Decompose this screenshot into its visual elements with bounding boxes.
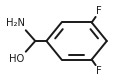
Text: F: F: [95, 5, 101, 15]
Text: H₂N: H₂N: [6, 18, 24, 28]
Text: F: F: [95, 67, 101, 77]
Text: HO: HO: [9, 54, 24, 64]
